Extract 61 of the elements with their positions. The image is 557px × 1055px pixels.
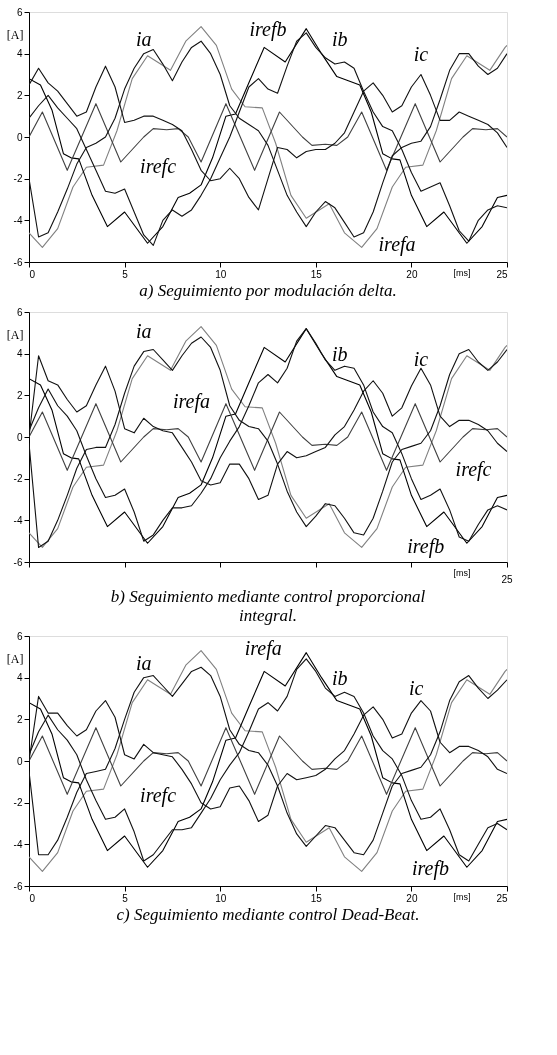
annotation: irefb (249, 17, 287, 41)
x-axis-title: [ms] (453, 567, 471, 578)
y-axis-title: [A] (6, 652, 24, 666)
y-tick-label: -2 (13, 173, 23, 185)
annotation: ic (413, 347, 429, 370)
text: 25 (501, 573, 513, 585)
x-tick-label: 15 (310, 892, 323, 904)
y-axis-title: [A] (6, 28, 24, 42)
y-tick-label: 0 (16, 131, 23, 143)
annotation: irefc (140, 784, 177, 807)
y-tick-label: -4 (13, 838, 23, 850)
x-tick-label: 25 (496, 892, 508, 904)
annotation: ib (331, 666, 348, 689)
x-tick-label: 0 (29, 268, 36, 280)
x-axis-title: [ms] (453, 267, 471, 278)
y-tick-label: 4 (16, 672, 23, 684)
text: c) Seguimiento mediante control Dead-Beat. (116, 905, 420, 924)
annotation: ic (413, 42, 429, 65)
y-tick-label: -6 (13, 880, 23, 892)
x-axis-title: [ms] (453, 891, 471, 902)
x-tick-label: 20 (406, 892, 418, 904)
y-tick-label: 2 (16, 389, 23, 401)
x-tick-label: 10 (215, 892, 227, 904)
y-tick-label: 6 (16, 6, 23, 18)
annotation: ib (331, 342, 348, 365)
text: b) Seguimiento mediante control proporcional integral. (110, 586, 426, 625)
annotation: ia (135, 651, 152, 674)
annotation: ia (135, 320, 152, 342)
y-tick-label: 2 (16, 713, 23, 725)
annotation: irefc (455, 457, 492, 481)
x-tick-label: 5 (122, 892, 129, 904)
y-tick-label: 0 (16, 431, 23, 443)
annotation: irefa (244, 636, 282, 660)
y-tick-label: 2 (16, 89, 23, 101)
x-tick-label: 20 (406, 268, 418, 280)
x-tick-label: 5 (122, 268, 129, 280)
x-tick-label: 25 (496, 268, 508, 280)
y-tick-label: -6 (13, 256, 23, 268)
annotation: irefa (378, 232, 416, 256)
y-tick-label: 6 (16, 630, 23, 642)
annotation: irefc (140, 155, 177, 178)
text: a) Seguimiento por modulación delta. (139, 281, 397, 300)
y-tick-label: 0 (16, 755, 23, 767)
x-tick-label: 15 (310, 268, 323, 280)
y-tick-label: -2 (13, 797, 23, 809)
y-tick-label: -2 (13, 473, 23, 485)
annotation: irefb (412, 856, 450, 880)
y-axis-title: [A] (6, 328, 24, 342)
y-tick-label: -4 (13, 214, 23, 226)
annotation: irefa (173, 390, 211, 413)
y-tick-label: 6 (16, 306, 23, 318)
y-tick-label: -4 (13, 514, 23, 526)
y-tick-label: 4 (16, 348, 23, 360)
y-tick-label: -6 (13, 556, 23, 568)
annotation: ia (135, 27, 152, 50)
y-tick-label: 4 (16, 48, 23, 60)
x-tick-label: 0 (29, 892, 36, 904)
annotation: ic (408, 676, 424, 699)
x-tick-label: 10 (215, 268, 227, 280)
annotation: irefb (407, 535, 445, 558)
annotation: ib (331, 27, 348, 50)
